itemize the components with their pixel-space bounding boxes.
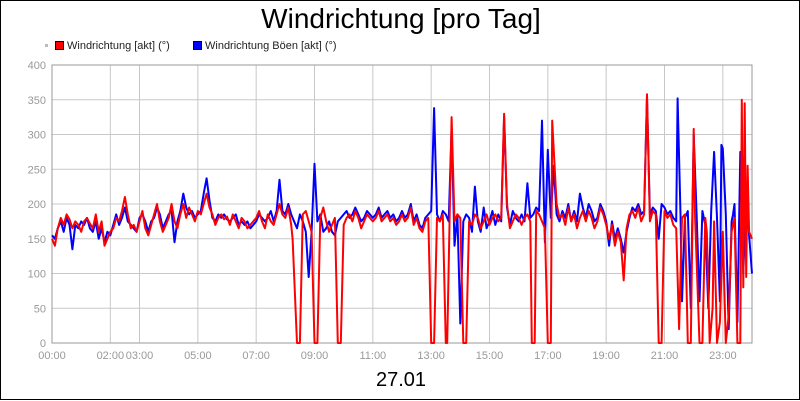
legend-swatch-blue-icon xyxy=(193,40,202,50)
legend-label-series-2: Windrichtung Böen [akt] (°) xyxy=(205,40,337,52)
y-tick-label: 250 xyxy=(28,164,46,176)
legend-item-series-2: Windrichtung Böen [akt] (°) xyxy=(193,39,337,53)
legend-item-series-1: Windrichtung [akt] (°) xyxy=(55,39,170,53)
y-tick-label: 150 xyxy=(28,234,46,246)
y-tick-label: 300 xyxy=(28,130,46,142)
series-line-windrichtung xyxy=(51,93,753,344)
chart-title: Windrichtung [pro Tag] xyxy=(261,3,541,34)
y-tick-label: 50 xyxy=(34,303,46,315)
x-tick-label: 00:00 xyxy=(38,350,66,362)
plot-border xyxy=(51,64,753,344)
y-tick-label: 0 xyxy=(40,338,46,350)
x-tick-label: 11:00 xyxy=(359,350,386,362)
x-tick-label: 05:00 xyxy=(184,350,212,362)
date-label: 27.01 xyxy=(375,369,427,391)
y-tick-label: 100 xyxy=(28,269,46,281)
x-tick-label: 21:00 xyxy=(651,350,679,362)
y-tick-label: 400 xyxy=(28,60,46,72)
legend-label-series-1: Windrichtung [akt] (°) xyxy=(67,40,170,52)
x-tick-label: 07:00 xyxy=(242,350,270,362)
y-tick-label: 200 xyxy=(28,199,46,211)
x-tick-label: 19:00 xyxy=(592,350,620,362)
x-tick-label: 17:00 xyxy=(534,350,562,362)
x-tick-label: 23:00 xyxy=(709,350,737,362)
legend-swatch-red-icon xyxy=(55,40,64,50)
x-tick-label: 15:00 xyxy=(476,350,504,362)
y-tick-label: 350 xyxy=(28,95,46,107)
x-tick-label: 03:00 xyxy=(126,350,154,362)
legend-dot-icon xyxy=(45,44,48,47)
x-tick-label: 02:00 xyxy=(97,350,125,362)
x-tick-label: 13:00 xyxy=(417,350,445,362)
x-tick-label: 09:00 xyxy=(301,350,329,362)
